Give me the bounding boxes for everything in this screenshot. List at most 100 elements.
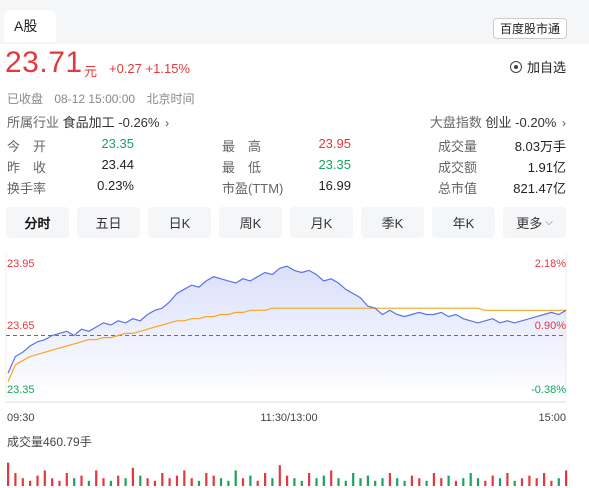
tab-daily-k[interactable]: 日K [148, 207, 211, 238]
volume-bar [80, 475, 83, 486]
volume-bar [447, 475, 450, 486]
volume-bar [366, 475, 369, 486]
volume-bar [315, 478, 318, 486]
tab-weekly-k[interactable]: 周K [219, 207, 282, 238]
y-tick-left-high: 23.95 [7, 258, 35, 270]
index-link[interactable]: 大盘指数 创业 -0.20% › [430, 112, 566, 131]
period-tabs: 分时 五日 日K 周K 月K 季K 年K 更多 ⌵ [6, 207, 566, 238]
volume-bar [271, 478, 274, 486]
volume-bars [7, 462, 568, 486]
intraday-chart[interactable]: 23.95 23.65 23.35 2.18% 0.90% -0.38% 09:… [0, 252, 589, 488]
status-zone: 北京时间 [146, 92, 195, 106]
volume-bar [249, 475, 252, 486]
volume-bar [484, 480, 487, 486]
volume-bar [43, 470, 46, 486]
volume-bar [139, 475, 142, 486]
volume-bar [403, 480, 406, 486]
volume-bar [491, 475, 494, 486]
stat-value: 23.95 [318, 136, 351, 151]
average-price-line [7, 307, 566, 382]
volume-bar [330, 470, 333, 486]
industry-change: -0.26% [118, 115, 160, 130]
y-tick-right-high: 2.18% [535, 258, 566, 270]
change-percent: +1.15% [145, 61, 190, 76]
volume-bar [374, 480, 377, 486]
volume-bar [565, 470, 568, 486]
volume-bar [293, 478, 296, 486]
volume-bar [58, 480, 61, 486]
volume-bar [117, 475, 120, 486]
stat-row: 昨 收 23.44 最 低 23.35 成交额 1.91亿 [0, 157, 589, 178]
volume-bar [95, 470, 98, 486]
index-label: 大盘指数 [429, 115, 482, 130]
current-price: 23.71 [5, 46, 83, 79]
tab-intraday[interactable]: 分时 [6, 207, 69, 238]
volume-bar [29, 480, 32, 486]
stat-row: 换手率 0.23% 市盈(TTM) 16.99 总市值 821.47亿 [0, 178, 589, 199]
stat-value: 23.44 [101, 157, 134, 172]
volume-bar [286, 475, 289, 486]
industry-link[interactable]: 所属行业 食品加工 -0.26% › [7, 112, 169, 131]
volume-bar [454, 480, 458, 486]
volume-bar [528, 475, 531, 486]
industry-name: 食品加工 [62, 115, 115, 130]
stock-connect-button[interactable]: 百度股市通 [492, 18, 567, 39]
volume-bar [14, 473, 17, 486]
stat-value: 16.99 [318, 178, 351, 193]
volume-bar [513, 480, 516, 486]
industry-label: 所属行业 [7, 115, 60, 130]
volume-bar [506, 473, 509, 486]
stat-key: 昨 收 [7, 160, 47, 175]
x-tick-open: 09:30 [7, 412, 35, 424]
volume-bar [550, 480, 553, 486]
volume-bar [469, 473, 472, 486]
add-circle-icon [509, 60, 522, 73]
volume-bar [462, 478, 465, 486]
tab-quarterly-k[interactable]: 季K [361, 207, 424, 238]
volume-bar [205, 473, 208, 486]
price-change: +0.27 +1.15% [109, 61, 190, 76]
chevron-down-icon: ⌵ [545, 217, 553, 228]
volume-bar [153, 480, 156, 486]
volume-bar [418, 478, 421, 486]
volume-bar [168, 478, 171, 486]
volume-bar [440, 478, 443, 486]
tab-five-day[interactable]: 五日 [77, 207, 140, 238]
volume-bar [51, 478, 54, 486]
volume-bar [175, 475, 179, 486]
volume-bar [190, 478, 193, 486]
stat-key: 换手率 [7, 181, 47, 196]
volume-bar [7, 462, 10, 486]
tab-yearly-k[interactable]: 年K [432, 207, 495, 238]
volume-bar [344, 480, 347, 486]
volume-bar [359, 478, 362, 486]
stat-key: 成交额 [438, 160, 478, 175]
volume-bar [227, 480, 230, 486]
volume-bar [124, 478, 127, 486]
y-tick-left-mid: 23.65 [7, 320, 35, 332]
chevron-right-icon: › [165, 116, 170, 130]
volume-bar [278, 465, 281, 486]
index-change: -0.20% [515, 115, 557, 130]
volume-bar [322, 475, 325, 486]
add-watchlist-button[interactable]: 加自选 [509, 57, 566, 76]
add-watchlist-label: 加自选 [526, 60, 566, 75]
tab-more[interactable]: 更多 ⌵ [503, 207, 566, 238]
volume-bar [557, 478, 560, 486]
volume-bar [520, 478, 524, 486]
top-bar: A股 百度股市通 [0, 0, 589, 44]
stat-value: 23.35 [318, 157, 351, 172]
volume-bar [337, 478, 340, 486]
x-tick-close: 15:00 [538, 412, 566, 424]
change-value: +0.27 [109, 61, 142, 76]
volume-bar [131, 467, 134, 486]
tab-monthly-k[interactable]: 月K [290, 207, 353, 238]
volume-bar [535, 478, 538, 486]
volume-bar [102, 478, 105, 486]
volume-bar [87, 480, 90, 486]
volume-bar [36, 475, 39, 486]
market-tab-a-share[interactable]: A股 [4, 10, 56, 42]
volume-bar [73, 478, 76, 486]
stat-key: 最 低 [222, 160, 262, 175]
volume-bar [21, 478, 24, 486]
